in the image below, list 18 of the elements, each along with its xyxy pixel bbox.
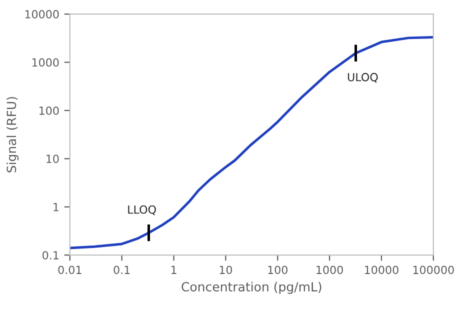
- x-tick-label: 0.01: [58, 266, 82, 274]
- y-tick-label: 1: [54, 203, 58, 212]
- y-tick-label: 100: [39, 106, 59, 115]
- x-tick-label: 10: [220, 266, 232, 274]
- y-tick-label: 10: [46, 154, 59, 164]
- y-tick-label: 10000: [25, 10, 59, 18]
- x-tick-label: 1000: [316, 266, 343, 274]
- x-tick-label: 10000: [365, 266, 398, 274]
- annotation: LLOQ: [128, 205, 156, 216]
- annotation: ULOQ: [348, 72, 378, 83]
- y-axis-title: Signal (RFU): [6, 97, 19, 172]
- x-tick-label: 1: [171, 266, 176, 274]
- y-tick-label: 1000: [32, 58, 59, 67]
- x-axis-title: Concentration (pg/mL): [182, 282, 322, 294]
- x-tick-label: 100000: [413, 266, 454, 274]
- y-tick-label: 0.1: [42, 251, 58, 260]
- x-tick-label: 0.1: [114, 266, 130, 274]
- x-tick-label: 100: [268, 266, 288, 274]
